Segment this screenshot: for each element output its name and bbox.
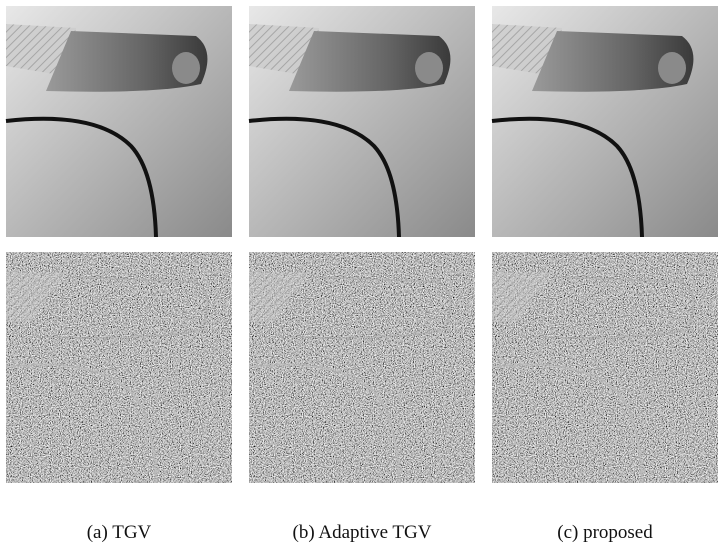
figure: (a) TGV (b) Adaptive TGV (c) proposed — [0, 0, 719, 547]
caption: (b) Adaptive TGV — [293, 522, 432, 543]
caption: (a) TGV — [87, 522, 152, 543]
caption: (c) proposed — [557, 522, 653, 543]
residual-image — [6, 252, 232, 483]
result-image — [249, 6, 475, 237]
residual-image — [492, 252, 718, 483]
result-image — [6, 6, 232, 237]
result-image — [492, 6, 718, 237]
residual-image — [249, 252, 475, 483]
